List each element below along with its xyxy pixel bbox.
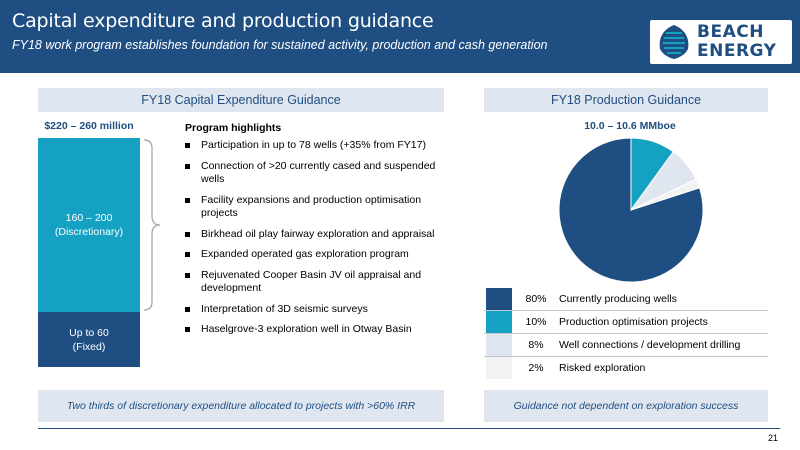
program-heading: Program highlights [185,122,282,134]
legend-row: 10% Production optimisation projects [484,311,768,334]
header-banner: Capital expenditure and production guida… [0,0,800,73]
list-item: Facility expansions and production optim… [185,194,447,221]
production-section-title: FY18 Production Guidance [484,88,768,112]
capex-section-title: FY18 Capital Expenditure Guidance [38,88,444,112]
list-item: Expanded operated gas exploration progra… [185,248,447,262]
legend-label: Currently producing wells [559,293,677,305]
list-item: Connection of >20 currently cased and su… [185,160,447,187]
list-item-text: Birkhead oil play fairway exploration an… [201,227,435,240]
bullet-icon [185,143,190,148]
list-item: Haselgrove-3 exploration well in Otway B… [185,323,447,337]
list-item-text: Participation in up to 78 wells (+35% fr… [201,139,426,151]
bullet-icon [185,163,190,169]
fixed-bar: Up to 60 (Fixed) [38,312,140,367]
legend-swatch [486,357,512,379]
legend-percent: 80% [525,293,547,305]
list-item: Rejuvenated Cooper Basin JV oil appraisa… [185,269,447,296]
bullet-icon [185,252,190,257]
list-item-text: Interpretation of 3D seismic surveys [201,302,368,315]
logo-mark-icon [659,25,689,59]
page-number: 21 [767,433,778,443]
fixed-label: (Fixed) [72,340,106,353]
pie-legend: 80% Currently producing wells 10% Productio… [484,288,768,380]
legend-label: Production optimisation projects [559,316,708,328]
footer-divider [38,428,780,429]
bullet-icon [185,327,190,332]
legend-row: 80% Currently producing wells [484,288,768,311]
legend-swatch [486,334,512,356]
logo-text-energy: ENERGY [697,41,777,61]
legend-label: Well connections / development drilling [559,339,741,351]
list-item: Birkhead oil play fairway exploration an… [185,228,447,242]
legend-percent: 8% [528,339,544,351]
production-pie-chart [558,137,704,283]
bullet-icon [185,306,190,312]
list-item-text: Expanded operated gas exploration progra… [201,248,409,260]
legend-percent: 2% [528,362,544,374]
bullet-icon [185,197,190,203]
production-total-label: 10.0 – 10.6 MMboe [584,120,676,132]
list-item-text: Haselgrove-3 exploration well in Otway B… [201,323,412,335]
legend-label: Risked exploration [559,362,646,374]
list-item-text: Rejuvenated Cooper Basin JV oil appraisa… [201,268,422,295]
list-item-text: Connection of >20 currently cased and su… [201,159,436,186]
pie-slice-3 [630,178,701,211]
bullet-icon [185,231,190,237]
list-item-text: Facility expansions and production optim… [201,193,422,220]
capex-footnote: Two thirds of discretionary expenditure … [38,390,444,422]
bullet-icon [185,272,190,278]
page-title: Capital expenditure and production guida… [12,10,434,32]
page-subtitle: FY18 work program establishes foundation… [12,38,548,52]
legend-row: 8% Well connections / development drillin… [484,334,768,357]
capex-total-label: $220 – 260 million [44,120,134,132]
discretionary-label: (Discretionary) [54,226,124,238]
beach-energy-logo: BEACH ENERGY [650,20,792,64]
legend-row: 2% Risked exploration [484,357,768,380]
bracket-icon [143,139,161,311]
legend-swatch [486,311,512,333]
logo-text-beach: BEACH [697,22,764,42]
program-highlights: Program highlights Participation in up t… [185,122,447,344]
legend-swatch [486,288,512,310]
discretionary-range: 160 – 200 [65,212,113,224]
fixed-range: Up to 60 [69,326,109,339]
list-item: Interpretation of 3D seismic surveys [185,303,447,317]
legend-percent: 10% [525,316,547,328]
production-footnote: Guidance not dependent on exploration su… [484,390,768,422]
list-item: Participation in up to 78 wells (+35% fr… [185,139,447,153]
discretionary-bar: 160 – 200 (Discretionary) [38,138,140,312]
